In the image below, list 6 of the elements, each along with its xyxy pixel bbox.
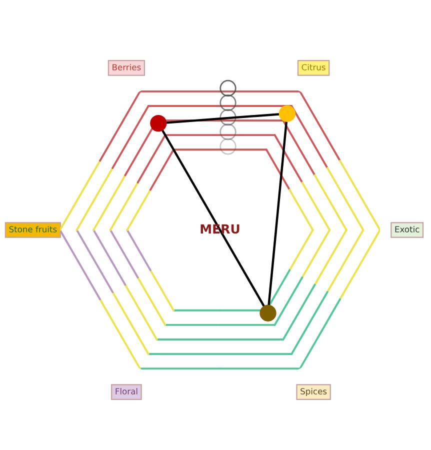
spoke-label: Stone fruits xyxy=(9,226,57,232)
spoke-label: Berries xyxy=(112,64,141,70)
spoke-label: Spices xyxy=(300,388,327,396)
spoke-label: Citrus xyxy=(302,64,326,70)
spoke-label: Exotic xyxy=(395,226,420,232)
spoke-label: Floral xyxy=(116,388,138,394)
